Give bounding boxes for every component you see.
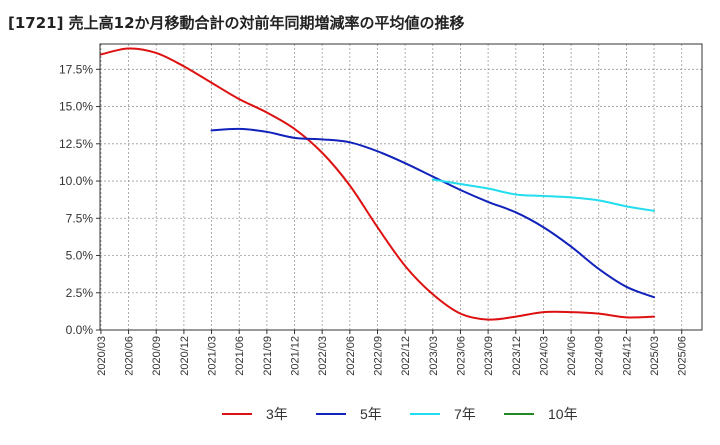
y-tick-label: 15.0% — [59, 100, 93, 114]
y-tick-label: 17.5% — [59, 62, 93, 76]
legend-label-1: 3年 — [266, 406, 288, 422]
x-tick-label: 2020/03 — [96, 336, 108, 376]
y-tick-label: 5.0% — [66, 249, 94, 263]
x-tick-label: 2024/12 — [621, 336, 633, 376]
grid — [100, 44, 702, 331]
x-tick-label: 2025/03 — [649, 336, 661, 376]
x-tick-label: 2023/03 — [428, 336, 440, 376]
y-axis: 0.0% 2.5% 5.0% 7.5% 10.0% 12.5% 15.0% 17.5% — [59, 62, 100, 337]
chart-title: [1721] 売上高12か月移動合計の対前年同期増減率の平均値の推移 — [8, 14, 465, 32]
y-tick-label: 12.5% — [59, 137, 93, 151]
x-tick-label: 2021/06 — [234, 336, 246, 376]
x-tick-label: 2025/06 — [677, 336, 689, 376]
x-tick-label: 2024/09 — [594, 336, 606, 376]
x-axis: 2020/03 2020/06 2020/09 2020/12 2021/03 2021/… — [96, 330, 689, 376]
x-tick-label: 2022/12 — [400, 336, 412, 376]
x-tick-label: 2023/12 — [511, 336, 523, 376]
x-tick-label: 2024/03 — [538, 336, 550, 376]
x-tick-label: 2020/12 — [179, 336, 191, 376]
y-tick-label: 0.0% — [66, 323, 94, 337]
x-tick-label: 2022/03 — [317, 336, 329, 376]
x-tick-label: 2021/09 — [262, 336, 274, 376]
legend-label-2: 5年 — [360, 406, 382, 422]
x-tick-label: 2022/09 — [372, 336, 384, 376]
y-tick-label: 2.5% — [66, 286, 94, 300]
plot-border — [99, 43, 703, 331]
y-tick-label: 10.0% — [59, 174, 93, 188]
x-tick-label: 2020/06 — [124, 336, 136, 376]
legend-label-3: 7年 — [454, 406, 476, 422]
legend-label-4: 10年 — [548, 406, 578, 422]
x-tick-label: 2024/06 — [566, 336, 578, 376]
series-line-1 — [99, 47, 656, 321]
series-line-2 — [210, 127, 656, 299]
x-tick-label: 2022/06 — [345, 336, 357, 376]
x-tick-label: 2020/09 — [151, 336, 163, 376]
y-tick-label: 7.5% — [66, 211, 94, 225]
x-tick-label: 2023/06 — [455, 336, 467, 376]
legend: 3年 5年 7年 10年 — [222, 406, 578, 422]
x-tick-label: 2021/03 — [207, 336, 219, 376]
series-line-3 — [431, 178, 656, 212]
x-tick-label: 2023/09 — [483, 336, 495, 376]
plot-frame — [99, 43, 703, 331]
x-tick-label: 2021/12 — [290, 336, 302, 376]
series-lines — [99, 47, 656, 321]
